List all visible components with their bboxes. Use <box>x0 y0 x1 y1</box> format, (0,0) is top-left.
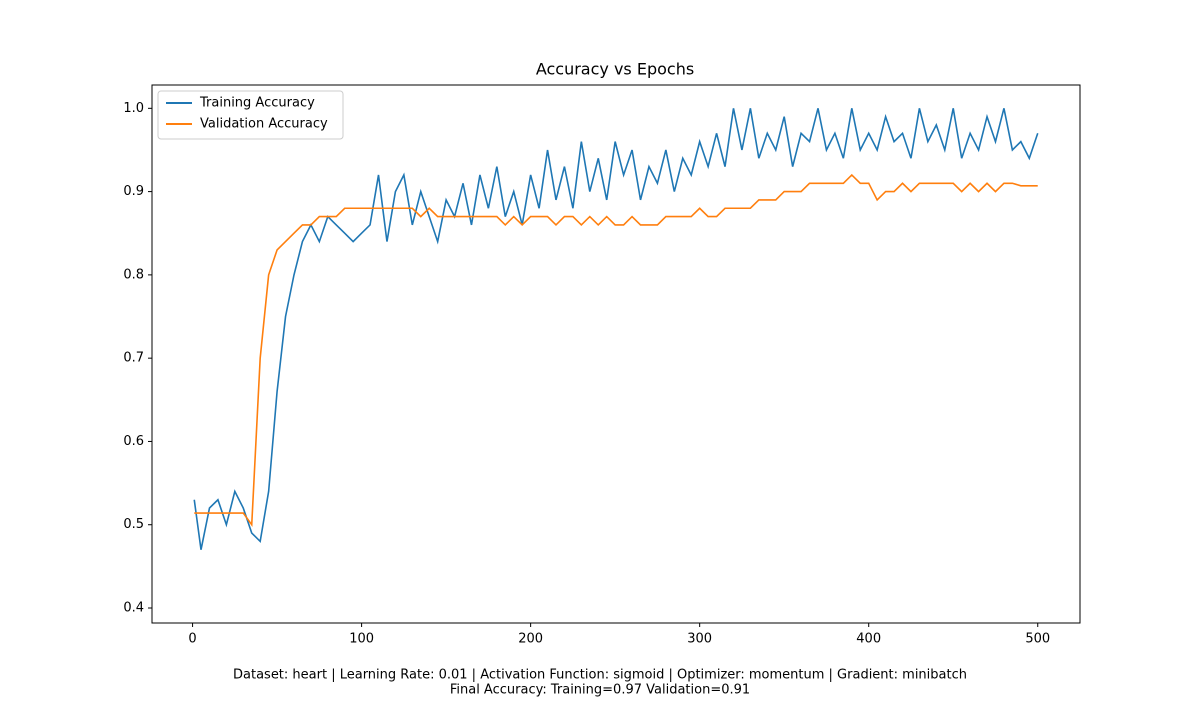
y-tick-label: 0.9 <box>123 184 144 199</box>
legend-label: Training Accuracy <box>199 96 315 111</box>
footnote: Dataset: heart | Learning Rate: 0.01 | A… <box>233 668 967 683</box>
legend-label: Validation Accuracy <box>200 117 328 132</box>
legend-box <box>157 90 344 140</box>
series-line <box>193 108 1039 550</box>
y-tick-label: 0.8 <box>123 267 144 282</box>
footnote: Final Accuracy: Training=0.97 Validation… <box>450 683 750 698</box>
x-tick-label: 500 <box>1025 632 1050 647</box>
x-tick-label: 400 <box>856 632 881 647</box>
y-tick-label: 0.4 <box>123 601 144 616</box>
chart-title: Accuracy vs Epochs <box>536 60 694 79</box>
plot-frame <box>151 84 1081 624</box>
x-tick-label: 300 <box>687 632 712 647</box>
x-tick-label: 200 <box>518 632 543 647</box>
x-tick-label: 100 <box>349 632 374 647</box>
series-line <box>194 173 1038 528</box>
y-tick-label: 1.0 <box>123 101 144 116</box>
legend: Training Accuracy Validation Accuracy <box>157 90 344 140</box>
y-tick-label: 0.6 <box>123 434 144 449</box>
y-tick-label: 0.5 <box>123 517 144 532</box>
x-tick-label: 0 <box>188 632 196 647</box>
y-tick-label: 0.7 <box>123 351 144 366</box>
